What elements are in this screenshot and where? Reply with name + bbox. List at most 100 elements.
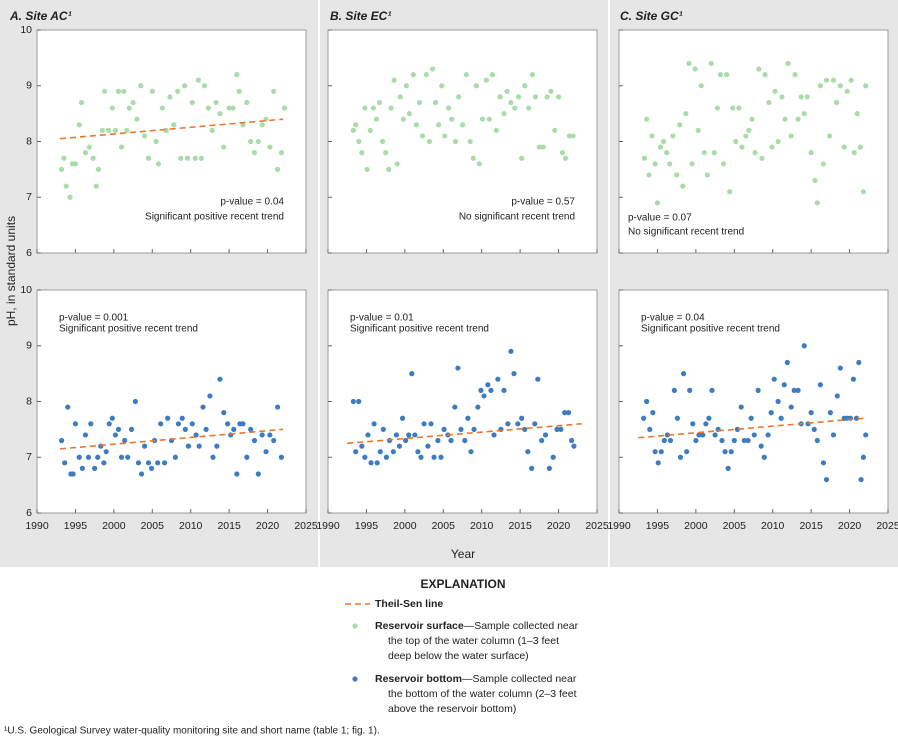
data-point: [377, 449, 383, 455]
data-point: [185, 155, 191, 161]
data-point: [857, 144, 863, 150]
data-point: [248, 426, 254, 432]
theil-sen-line: [638, 417, 866, 439]
data-point: [456, 94, 462, 100]
y-tick-label: 6: [26, 507, 32, 519]
data-point: [394, 161, 400, 167]
data-point: [189, 421, 195, 427]
data-point: [209, 127, 215, 133]
data-point: [193, 432, 199, 438]
data-point: [488, 387, 494, 393]
data-point: [278, 454, 285, 460]
legend-title: EXPLANATION: [420, 577, 505, 591]
data-point: [196, 443, 202, 449]
data-point: [231, 426, 237, 432]
data-point: [546, 465, 552, 471]
data-point: [542, 432, 549, 438]
legend-description: above the reservoir bottom): [388, 703, 516, 715]
data-point: [359, 443, 365, 449]
data-point: [221, 144, 227, 150]
data-point: [406, 111, 413, 117]
legend-swatch: [352, 623, 358, 629]
data-point: [555, 94, 562, 100]
data-point: [725, 465, 731, 471]
data-point: [439, 83, 445, 89]
plot-area: [618, 289, 889, 514]
data-point: [680, 371, 687, 377]
annotation: Significant positive recent trend: [350, 324, 489, 335]
data-point: [426, 138, 433, 145]
data-point: [522, 426, 528, 432]
data-point: [863, 83, 869, 89]
data-point: [449, 116, 455, 122]
data-point: [479, 116, 486, 122]
data-point: [386, 166, 392, 172]
data-point: [112, 127, 118, 133]
data-point: [775, 138, 781, 145]
data-point: [696, 432, 702, 438]
data-point: [779, 94, 785, 100]
data-point: [102, 88, 108, 94]
data-point: [841, 144, 847, 150]
data-point: [505, 421, 511, 427]
data-point: [558, 426, 564, 432]
data-point: [178, 155, 184, 161]
data-point: [145, 155, 152, 161]
y-tick-label: 8: [26, 135, 32, 147]
data-point: [234, 72, 240, 78]
data-point: [61, 155, 67, 161]
data-point: [719, 437, 725, 444]
x-tick-label: 2020: [256, 520, 280, 532]
data-point: [396, 443, 403, 449]
data-point: [536, 144, 542, 150]
data-point: [686, 60, 692, 67]
legend-description: deep below the water surface): [388, 650, 529, 662]
data-point: [259, 122, 265, 128]
data-point: [350, 398, 356, 405]
annotation: p-value = 0.001: [59, 313, 129, 324]
data-point: [248, 138, 254, 145]
annotation: p-value = 0.07: [628, 213, 692, 224]
data-point: [433, 99, 439, 106]
data-point: [103, 449, 109, 455]
data-point: [497, 94, 503, 100]
data-point: [214, 443, 220, 449]
data-point: [745, 437, 751, 444]
data-point: [532, 421, 538, 427]
data-point: [134, 116, 140, 122]
y-tick-label: 9: [26, 80, 32, 92]
data-point: [124, 127, 130, 133]
data-point: [565, 410, 572, 416]
data-point: [863, 432, 869, 438]
data-point: [161, 460, 168, 466]
data-point: [728, 449, 734, 455]
data-point: [225, 421, 231, 427]
data-point: [359, 150, 365, 156]
data-point: [72, 161, 79, 167]
x-tick-label: 2015: [217, 520, 241, 532]
x-tick-label: 2005: [432, 520, 456, 532]
data-point: [210, 454, 216, 460]
data-point: [817, 382, 823, 388]
data-point: [519, 415, 525, 421]
data-point: [738, 404, 744, 410]
data-point: [92, 465, 98, 471]
panel-title: C. Site GC¹: [620, 9, 683, 23]
data-point: [179, 415, 185, 421]
data-point: [529, 465, 535, 471]
annotation: No significant recent trend: [459, 212, 575, 223]
data-point: [670, 133, 676, 139]
data-point: [511, 371, 517, 377]
data-point: [647, 426, 653, 432]
data-point: [436, 122, 442, 128]
data-point: [244, 454, 250, 460]
data-point: [733, 138, 739, 145]
data-point: [644, 398, 650, 405]
x-tick-label: 2005: [723, 520, 747, 532]
data-point: [350, 127, 356, 133]
data-point: [516, 94, 522, 100]
data-point: [712, 432, 718, 438]
data-point: [548, 88, 554, 94]
data-point: [167, 94, 173, 100]
x-tick-label: 2010: [761, 520, 785, 532]
